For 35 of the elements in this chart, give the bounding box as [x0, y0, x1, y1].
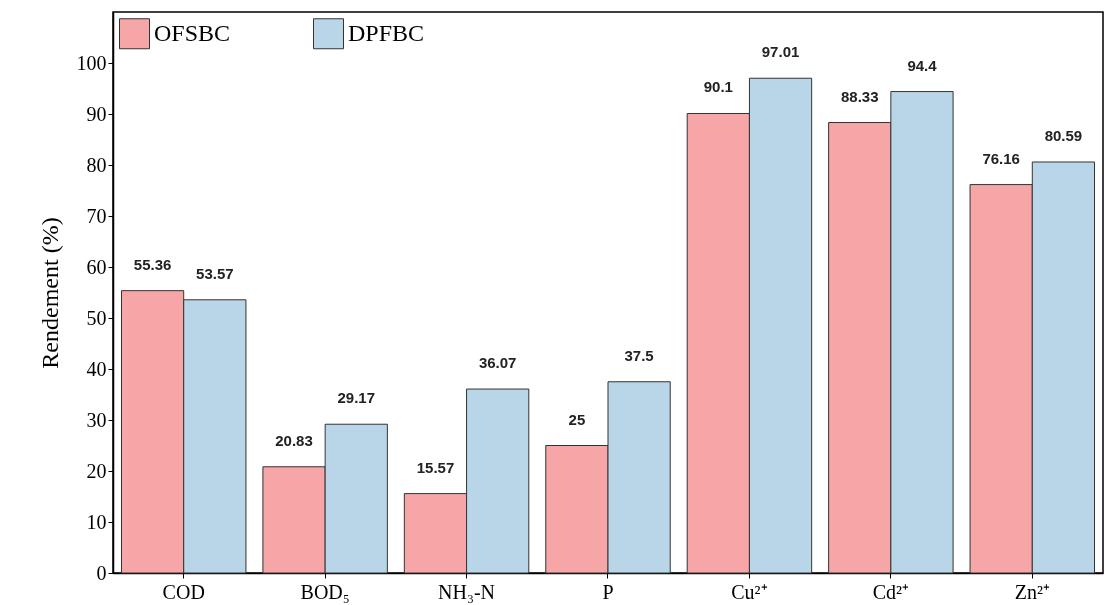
y-axis-title: Rendement (%) — [36, 217, 63, 369]
y-tick-label: 0 — [96, 561, 107, 584]
data-label: 25 — [568, 410, 586, 428]
x-tick-label: Cd²⁺ — [872, 580, 910, 603]
x-tick-label: BOD₅ — [300, 580, 350, 603]
data-label: 88.33 — [840, 87, 879, 105]
x-tick-label: COD — [162, 580, 205, 603]
y-tick-label: 100 — [76, 51, 107, 74]
x-tick-label: Zn²⁺ — [1014, 580, 1050, 603]
y-tick-label: 60 — [86, 255, 107, 278]
data-label: 29.17 — [337, 389, 376, 407]
data-label: 37.5 — [624, 346, 654, 364]
data-label: 15.57 — [416, 458, 455, 476]
data-label: 94.4 — [907, 56, 938, 74]
y-tick-label: 10 — [86, 510, 107, 533]
y-tick-label: 70 — [86, 204, 107, 227]
legend-label: OFSBC — [154, 19, 231, 46]
data-label: 80.59 — [1044, 126, 1083, 144]
y-tick-label: 90 — [86, 102, 107, 125]
data-label: 55.36 — [133, 255, 172, 273]
data-label: 97.01 — [761, 43, 800, 61]
x-tick-label: NH₃-N — [438, 580, 496, 603]
y-tick-label: 20 — [86, 459, 107, 482]
data-label: 76.16 — [982, 149, 1020, 167]
data-label: 90.1 — [703, 78, 733, 96]
data-label: 20.83 — [275, 431, 313, 449]
y-tick-label: 80 — [86, 153, 107, 176]
legend-label: DPFBC — [348, 19, 425, 46]
data-label: 53.57 — [196, 264, 234, 282]
y-tick-label: 30 — [86, 408, 107, 431]
y-tick-label: 40 — [86, 357, 107, 380]
y-tick-label: 50 — [86, 306, 107, 329]
x-tick-label: P — [602, 580, 614, 603]
data-label: 36.07 — [478, 354, 517, 372]
x-tick-label: Cu²⁺ — [731, 580, 768, 603]
